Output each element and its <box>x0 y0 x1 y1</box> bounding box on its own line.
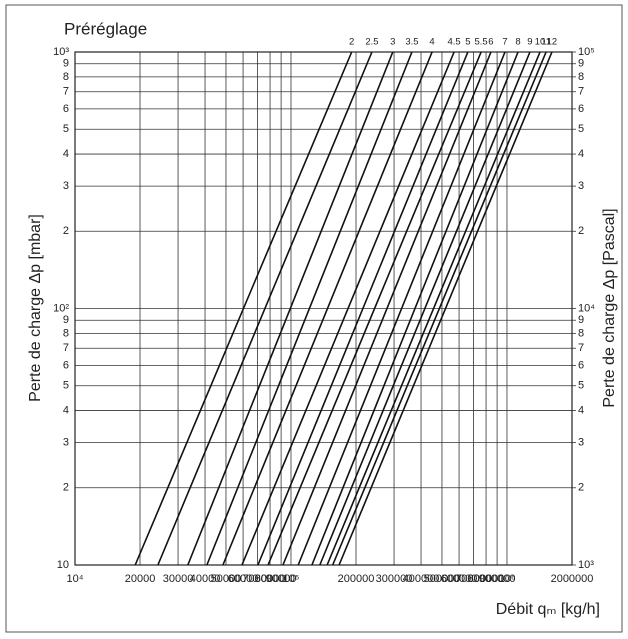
y2-tick-label: 6 <box>578 359 584 371</box>
x-tick-label: 600000 <box>441 573 478 585</box>
series-label: 12 <box>547 37 558 48</box>
series-label: 2 <box>349 37 354 48</box>
x-tick-label: 50000 <box>211 573 242 585</box>
series-label: 11 <box>541 37 551 48</box>
y-tick-label: 10³ <box>53 46 69 58</box>
series-label: 8 <box>515 37 520 48</box>
preset-line <box>311 51 519 566</box>
x-tick-label: 10⁵ <box>283 573 300 585</box>
y2-tick-label: 8 <box>578 71 584 83</box>
chart-title: Préréglage <box>64 19 147 38</box>
y2-tick-label: 7 <box>578 86 584 98</box>
x-tick-label: 40000 <box>190 573 221 585</box>
x-tick-label: 200000 <box>338 573 375 585</box>
y2-tick-label: 4 <box>578 404 584 416</box>
preset-line <box>157 51 373 566</box>
x-tick-label: 800000 <box>468 573 505 585</box>
y2-tick-label: 2 <box>578 482 584 494</box>
y-tick-label: 9 <box>63 314 69 326</box>
y2-tick-label: 2 <box>578 225 584 237</box>
y2-tick-label: 10⁴ <box>578 302 595 314</box>
y-axis-label: Perte de charge Δp [mbar] <box>27 214 44 402</box>
series-label: 10 <box>535 37 546 48</box>
x-tick-label: 2000000 <box>551 573 594 585</box>
y-tick-label: 5 <box>63 123 69 135</box>
y2-tick-label: 10⁵ <box>578 46 595 58</box>
series-label: 4 <box>429 37 434 48</box>
series-label: 6 <box>488 37 493 48</box>
x-tick-label: 20000 <box>125 573 156 585</box>
preset-line <box>267 51 482 566</box>
y-tick-label: 8 <box>63 327 69 339</box>
y-tick-label: 7 <box>63 342 69 354</box>
y-tick-label: 4 <box>63 404 69 416</box>
x-tick-label: 10⁴ <box>67 573 84 585</box>
y2-tick-label: 9 <box>578 314 584 326</box>
x-tick-label: 400000 <box>403 573 440 585</box>
preset-line <box>338 51 553 566</box>
y2-tick-label: 5 <box>578 123 584 135</box>
y-tick-label: 8 <box>63 71 69 83</box>
y-tick-label: 3 <box>63 180 69 192</box>
y-tick-label: 3 <box>63 437 69 449</box>
y-tick-label: 6 <box>63 103 69 115</box>
x-tick-label: 500000 <box>424 573 461 585</box>
x-tick-label: 90000 <box>266 573 297 585</box>
y2-tick-label: 6 <box>578 103 584 115</box>
series-label: 3 <box>390 37 395 48</box>
series-label: 4.5 <box>447 37 460 48</box>
y2-tick-label: 9 <box>578 58 584 70</box>
y2-axis-label: Perte de charge Δp [Pascal] <box>601 208 618 407</box>
y-tick-label: 6 <box>63 359 69 371</box>
y2-tick-label: 7 <box>578 342 584 354</box>
x-tick-label: 30000 <box>163 573 194 585</box>
series-label: 9 <box>527 37 532 48</box>
preset-line <box>257 51 469 566</box>
x-tick-label: 300000 <box>376 573 413 585</box>
y2-tick-label: 5 <box>578 380 584 392</box>
series-label: 2.5 <box>365 37 378 48</box>
y2-tick-label: 3 <box>578 437 584 449</box>
y-tick-label: 10 <box>57 559 69 571</box>
series-label: 5.5 <box>475 37 488 48</box>
x-tick-label: 80000 <box>255 573 286 585</box>
y-tick-label: 9 <box>63 58 69 70</box>
preset-line <box>206 51 413 566</box>
preset-line <box>134 51 353 566</box>
preset-line <box>241 51 455 566</box>
y2-tick-label: 4 <box>578 148 584 160</box>
x-tick-label: 60000 <box>228 573 259 585</box>
series-label: 5 <box>465 37 470 48</box>
series-label: 7 <box>502 37 507 48</box>
preset-line <box>319 51 531 566</box>
y2-tick-label: 8 <box>578 327 584 339</box>
x-tick-label: 10⁶ <box>499 573 516 585</box>
preset-line <box>331 51 547 566</box>
x-tick-label: 900000 <box>479 573 516 585</box>
y-tick-label: 5 <box>63 380 69 392</box>
y-tick-label: 4 <box>63 148 69 160</box>
y2-tick-label: 10³ <box>578 559 594 571</box>
preset-line <box>222 51 433 566</box>
x-tick-label: 700000 <box>455 573 492 585</box>
y-tick-label: 2 <box>63 225 69 237</box>
x-tick-label: 70000 <box>242 573 273 585</box>
frame <box>5 4 623 633</box>
y2-tick-label: 3 <box>578 180 584 192</box>
preset-line <box>282 51 492 566</box>
series-label: 3.5 <box>405 37 418 48</box>
y-tick-label: 10² <box>53 302 69 314</box>
y-tick-label: 2 <box>63 482 69 494</box>
preset-line <box>326 51 541 566</box>
plot-border <box>74 51 573 566</box>
preset-line <box>187 51 394 566</box>
preset-line <box>297 51 506 566</box>
y-tick-label: 7 <box>63 86 69 98</box>
x-axis-label: Débit qₘ [kg/h] <box>496 601 600 618</box>
